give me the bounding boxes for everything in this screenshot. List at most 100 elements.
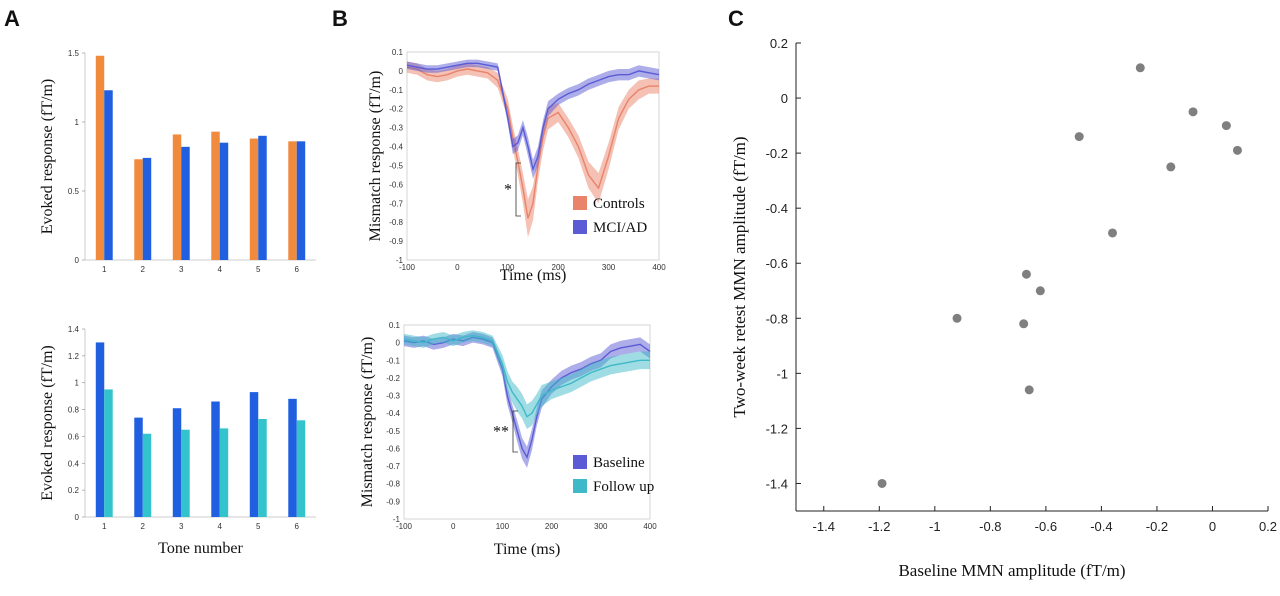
legend-label: MCI/AD	[593, 220, 647, 236]
bar	[219, 428, 229, 517]
x-tick-label: 0	[455, 263, 460, 272]
y-axis-title: Mismatch response (fT/m)	[367, 71, 384, 242]
x-tick-label: 0	[1209, 519, 1216, 534]
x-tick-label: 6	[295, 265, 300, 274]
x-tick-label: -0.8	[979, 519, 1001, 534]
y-tick-label: -1	[393, 515, 401, 524]
bar	[134, 417, 143, 517]
bar	[181, 429, 190, 517]
x-tick-label: 3	[179, 522, 184, 531]
x-tick-label: 100	[501, 263, 515, 272]
bar	[288, 398, 297, 517]
y-tick-label: -0.8	[766, 311, 788, 326]
plot-frame	[403, 324, 651, 520]
legend-label: Follow up	[593, 479, 654, 495]
bar	[172, 408, 182, 517]
y-tick-label: -0.8	[389, 218, 403, 227]
bar	[258, 418, 267, 517]
chart-evoked-top: 0 0.5 1 1.5 1 2 3 4 5 6 Evoked response (fT/m)	[39, 49, 316, 274]
significance-marker: *	[504, 182, 512, 199]
x-tick-label: -100	[396, 522, 413, 531]
x-tick-label: 2	[141, 265, 146, 274]
series-line	[403, 334, 650, 418]
scatter-point	[1135, 63, 1145, 73]
x-tick-label: 0	[451, 522, 456, 531]
y-tick-label: 0	[399, 67, 404, 76]
y-tick-label: 0.1	[392, 48, 404, 57]
x-tick-label: -100	[399, 263, 416, 272]
y-axis-title: Evoked response (fT/m)	[39, 345, 56, 501]
y-tick-label: -0.4	[389, 143, 403, 152]
legend-swatch	[573, 455, 587, 469]
y-tick-label: -0.7	[389, 199, 403, 208]
legend-swatch	[573, 220, 587, 234]
x-axis-title: Baseline MMN amplitude (fT/m)	[898, 561, 1125, 580]
bar	[258, 135, 267, 260]
significance-bracket	[515, 162, 521, 217]
scatter-point	[1024, 385, 1034, 395]
legend-swatch	[573, 479, 587, 493]
y-tick-label: -0.3	[389, 124, 403, 133]
bar	[142, 157, 152, 260]
x-tick-label: -0.2	[1146, 519, 1168, 534]
y-tick-label: -0.8	[386, 480, 400, 489]
y-tick-label: 0	[781, 91, 788, 106]
bar	[95, 342, 105, 517]
scatter-point	[1019, 319, 1029, 329]
x-tick-label: 300	[602, 263, 616, 272]
y-tick-label: -0.7	[386, 462, 400, 471]
y-tick-label: -1.2	[766, 421, 788, 436]
significance-bracket	[512, 410, 518, 453]
y-tick-label: -0.4	[766, 201, 788, 216]
y-tick-label: 1	[75, 118, 80, 127]
y-tick-label: 1.2	[68, 352, 80, 361]
scatter-point	[1108, 228, 1118, 238]
bar	[296, 141, 306, 260]
significance-marker: **	[493, 424, 509, 441]
y-tick-label: -1	[776, 366, 788, 381]
y-tick-label: 0.2	[770, 36, 788, 51]
y-tick-label: 0.5	[68, 187, 80, 196]
y-tick-label: 1.4	[68, 325, 80, 334]
scatter-point	[1166, 162, 1176, 172]
x-tick-label: 1	[102, 265, 107, 274]
y-tick-label: 0.2	[68, 486, 80, 495]
x-tick-label: 200	[545, 522, 559, 531]
x-axis-title: Tone number	[158, 540, 243, 557]
bar	[249, 138, 259, 260]
bar	[219, 142, 229, 260]
confidence-band	[404, 332, 650, 468]
bar	[296, 420, 306, 517]
x-tick-label: -1	[929, 519, 941, 534]
panel-letter-a: A	[4, 6, 20, 31]
x-tick-label: 400	[643, 522, 657, 531]
chart-mismatch-groups: 0.1 0 -0.1 -0.2 -0.3 -0.4 -0.5 -0.6 -0.7 -0.8 -0.9…	[367, 48, 666, 284]
x-tick-label: 100	[496, 522, 510, 531]
x-tick-label: -0.6	[1035, 519, 1057, 534]
x-tick-label: 300	[594, 522, 608, 531]
series-line	[406, 62, 660, 172]
y-axis-title: Two-week retest MMN amplitude (fT/m)	[730, 136, 749, 417]
bar	[95, 55, 105, 261]
y-tick-label: -0.3	[386, 392, 400, 401]
y-tick-label: 0	[396, 339, 401, 348]
y-tick-label: -0.6	[389, 180, 403, 189]
y-tick-label: -0.2	[389, 105, 403, 114]
legend-swatch	[573, 196, 587, 210]
x-tick-label: 1	[102, 522, 107, 531]
x-tick-label: 6	[295, 522, 300, 531]
bar	[181, 146, 190, 260]
y-tick-label: -0.2	[386, 374, 400, 383]
x-tick-label: 0.2	[1259, 519, 1277, 534]
chart-mismatch-retest: 0.1 0 -0.1 -0.2 -0.3 -0.4 -0.5 -0.6 -0.7 -0.8 -0.9…	[359, 321, 657, 558]
y-tick-label: -0.9	[389, 237, 403, 246]
legend-label: Baseline	[593, 455, 645, 471]
y-tick-label: -0.2	[766, 146, 788, 161]
scatter-point	[1188, 107, 1198, 117]
chart-scatter-reliability: 0.2 0 -0.2 -0.4 -0.6 -0.8 -1 -1.2 -1.4 -1.4 -1.2 -1…	[730, 36, 1277, 580]
y-tick-label: -0.5	[389, 161, 403, 170]
y-tick-label: -0.1	[386, 356, 400, 365]
bar	[142, 433, 152, 517]
legend-label: Controls	[593, 196, 645, 212]
bar	[134, 159, 143, 260]
